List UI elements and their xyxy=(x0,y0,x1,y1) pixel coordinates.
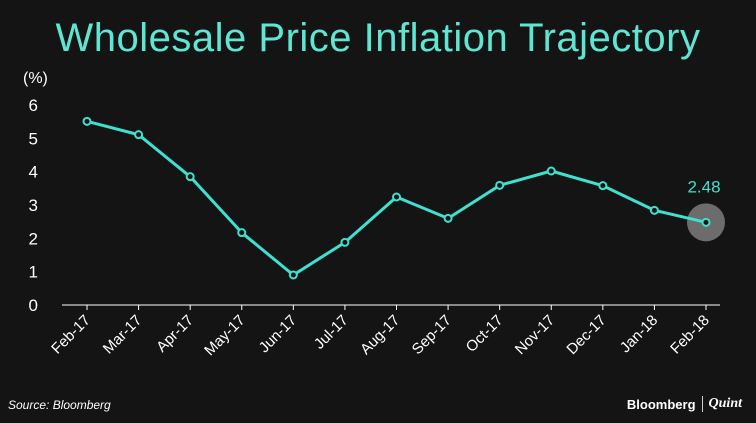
data-point xyxy=(701,217,711,227)
data-point xyxy=(546,166,556,176)
data-point xyxy=(134,130,144,140)
source-note: Source: Bloomberg xyxy=(8,398,111,412)
data-point xyxy=(598,181,608,191)
x-tick-label: Mar-17 xyxy=(100,312,146,358)
data-label: 2.48 xyxy=(687,177,720,196)
x-tick-label: Apr-17 xyxy=(153,312,197,356)
chart-title: Wholesale Price Inflation Trajectory xyxy=(55,16,701,60)
x-tick-label: Jun-17 xyxy=(256,312,300,356)
data-point xyxy=(340,237,350,247)
brand-separator xyxy=(701,396,703,412)
y-tick-label: 1 xyxy=(29,263,38,282)
y-axis-unit-label: (%) xyxy=(23,70,48,87)
x-tick-label: Feb-17 xyxy=(48,312,94,358)
brand-primary: Bloomberg xyxy=(626,396,696,412)
data-point xyxy=(82,116,92,126)
brand-secondary: Quint xyxy=(708,396,742,411)
data-point xyxy=(185,172,195,182)
x-tick-label: Nov-17 xyxy=(512,312,558,358)
data-point xyxy=(495,180,505,190)
data-point xyxy=(392,192,401,202)
x-tick-label: Jul-17 xyxy=(311,312,352,353)
data-point xyxy=(649,205,659,215)
y-tick-label: 5 xyxy=(29,129,38,148)
x-tick-label: Oct-17 xyxy=(463,312,507,356)
x-tick-label: Sep-17 xyxy=(409,312,455,358)
x-tick-label: Aug-17 xyxy=(357,312,403,358)
y-tick-label: 0 xyxy=(29,296,38,315)
y-tick-label: 2 xyxy=(29,229,38,248)
brand-logo: Bloomberg Quint xyxy=(627,396,742,412)
data-point xyxy=(237,228,247,238)
data-point xyxy=(443,213,453,223)
y-tick-label: 4 xyxy=(29,163,38,182)
y-tick-label: 3 xyxy=(29,196,38,215)
x-tick-label: Jan-18 xyxy=(617,312,661,356)
x-tick-label: Feb-18 xyxy=(667,312,713,358)
y-tick-label: 6 xyxy=(29,96,38,115)
data-point xyxy=(288,270,298,280)
x-tick-label: Dec-17 xyxy=(563,312,609,358)
x-tick-label: May-17 xyxy=(201,312,248,359)
